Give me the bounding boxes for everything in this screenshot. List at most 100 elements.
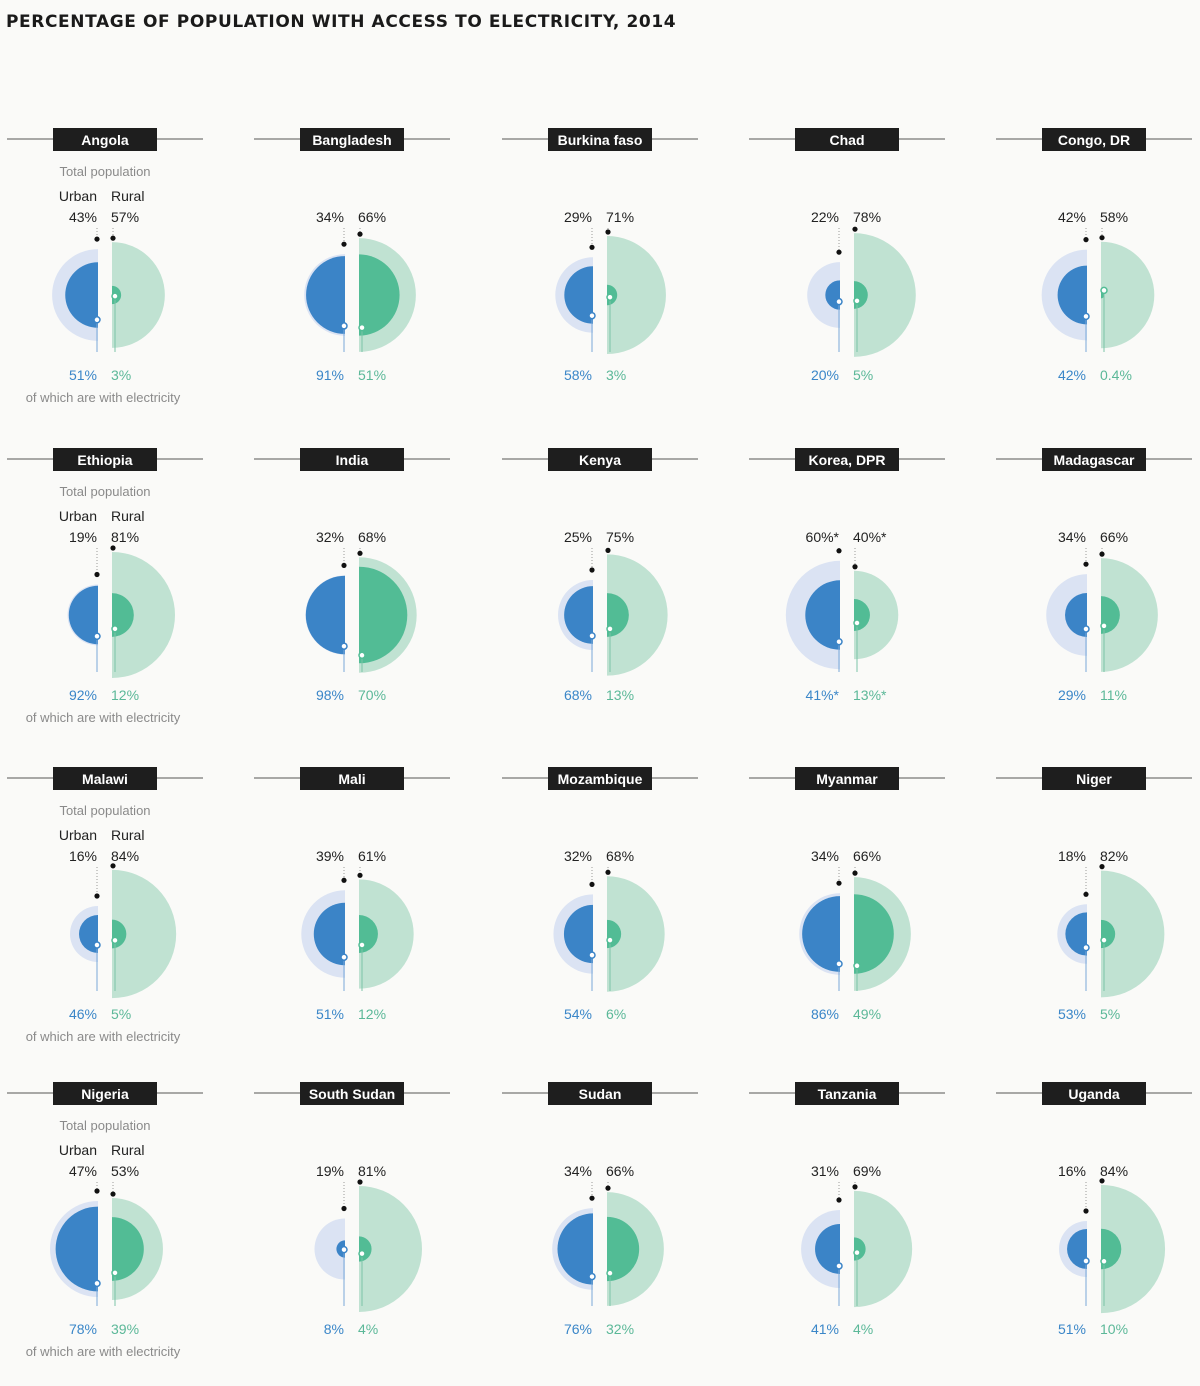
rural-population-value: 75%	[606, 529, 634, 545]
urban-electricity-value: 51%	[316, 1006, 344, 1022]
rural-pop-dot	[1099, 864, 1105, 870]
country-name: India	[336, 452, 369, 468]
rural-population-value: 68%	[358, 529, 386, 545]
rural-population-half	[359, 1186, 422, 1312]
urban-population-value: 32%	[316, 529, 344, 545]
rural-elec-dot	[606, 1269, 614, 1277]
country-panel: Mali 39% 61% 51% 12%	[254, 767, 450, 1022]
rural-population-value: 58%	[1100, 209, 1128, 225]
urban-pop-dot	[1083, 1208, 1089, 1214]
country-name: Myanmar	[816, 771, 878, 787]
rural-population-half	[112, 869, 177, 999]
rural-elec-dot	[1100, 622, 1108, 630]
urban-population-value: 34%	[1058, 529, 1086, 545]
country-name: Bangladesh	[312, 132, 391, 148]
country-tab	[548, 448, 652, 471]
country-panel: Kenya 25% 75% 68% 13%	[502, 448, 698, 703]
urban-elec-dot	[835, 960, 843, 968]
rural-population-value: 66%	[358, 209, 386, 225]
urban-electricity-half	[563, 904, 593, 964]
rural-elec-dot	[1100, 1257, 1108, 1266]
legend-with-electricity: of which are with electricity	[26, 1344, 181, 1359]
chart-title: PERCENTAGE OF POPULATION WITH ACCESS TO …	[6, 12, 677, 32]
country-name: Burkina faso	[558, 132, 643, 148]
country-name: Korea, DPR	[808, 452, 885, 468]
country-panel: Congo, DR 42% 58% 42% 0.4%	[996, 128, 1192, 383]
urban-electricity-value: 58%	[564, 367, 592, 383]
rural-pop-dot	[852, 870, 858, 876]
rural-pop-dot	[357, 231, 363, 237]
legend-urban: Urban	[59, 508, 97, 524]
country-panel: Malawi Total population Urban Rural of which…	[7, 767, 203, 1044]
rural-population-value: 68%	[606, 848, 634, 864]
country-name: Malawi	[82, 771, 128, 787]
urban-electricity-half	[55, 1206, 98, 1292]
country-tab	[795, 128, 899, 151]
country-name: Kenya	[579, 452, 621, 468]
rural-electricity-half	[112, 593, 134, 637]
rural-elec-dot	[606, 936, 614, 944]
urban-population-value: 16%	[69, 848, 97, 864]
urban-elec-dot	[835, 637, 843, 646]
rural-elec-dot	[853, 1248, 861, 1257]
urban-elec-dot	[588, 311, 596, 320]
rural-pop-dot	[1099, 551, 1105, 557]
urban-electricity-value: 98%	[316, 687, 344, 703]
urban-pop-dot	[1083, 561, 1089, 567]
country-panel: Nigeria Total population Urban Rural of whic…	[7, 1082, 203, 1359]
legend-urban: Urban	[59, 188, 97, 204]
urban-electricity-value: 51%	[1058, 1321, 1086, 1337]
country-panel: Bangladesh 34% 66% 91% 51%	[254, 128, 450, 383]
country-name: Chad	[830, 132, 865, 148]
urban-electricity-half	[815, 1224, 840, 1274]
urban-pop-dot	[341, 562, 347, 569]
urban-electricity-half	[1065, 593, 1087, 637]
rural-electricity-value: 4%	[853, 1321, 873, 1337]
urban-population-value: 34%	[316, 209, 344, 225]
urban-elec-dot	[340, 1245, 348, 1254]
urban-electricity-half	[805, 580, 840, 650]
urban-elec-dot	[93, 941, 101, 949]
rural-population-half	[607, 554, 668, 676]
rural-population-value: 82%	[1100, 848, 1128, 864]
country-name: Mali	[338, 771, 365, 787]
country-name: South Sudan	[309, 1086, 395, 1102]
legend-total-population: Total population	[59, 803, 150, 818]
urban-population-value: 25%	[564, 529, 592, 545]
urban-population-value: 34%	[811, 848, 839, 864]
urban-electricity-value: 51%	[69, 367, 97, 383]
urban-pop-dot	[589, 881, 595, 888]
rural-electricity-value: 11%	[1100, 687, 1127, 703]
rural-population-value: 57%	[111, 209, 139, 225]
urban-electricity-half	[305, 575, 345, 655]
rural-electricity-value: 6%	[606, 1006, 626, 1022]
country-panel: Mozambique 32% 68% 54% 6%	[502, 767, 698, 1022]
rural-pop-dot	[605, 1185, 611, 1191]
legend-rural: Rural	[111, 188, 144, 204]
urban-pop-dot	[589, 1195, 595, 1201]
urban-population-value: 39%	[316, 848, 344, 864]
urban-population-value: 29%	[564, 209, 592, 225]
urban-electricity-value: 86%	[811, 1006, 839, 1022]
urban-pop-dot	[836, 548, 842, 554]
urban-electricity-value: 53%	[1058, 1006, 1086, 1022]
urban-pop-dot	[836, 880, 842, 886]
urban-electricity-value: 92%	[69, 687, 97, 703]
rural-pop-dot	[357, 1179, 363, 1185]
rural-population-value: 84%	[1100, 1163, 1128, 1179]
rural-electricity-value: 0.4%	[1100, 367, 1132, 383]
country-panel: Niger 18% 82% 53% 5%	[996, 767, 1192, 1022]
country-tab	[300, 128, 404, 151]
country-tab	[1042, 767, 1146, 790]
urban-population-value: 47%	[69, 1163, 97, 1179]
rural-elec-dot	[606, 293, 614, 301]
rural-elec-dot	[853, 619, 861, 627]
urban-pop-dot	[836, 1197, 842, 1203]
urban-elec-dot	[340, 953, 348, 961]
urban-electricity-half	[313, 902, 345, 966]
urban-electricity-value: 91%	[316, 367, 344, 383]
rural-elec-dot	[358, 323, 366, 332]
rural-population-value: 66%	[606, 1163, 634, 1179]
rural-population-half	[854, 570, 899, 660]
